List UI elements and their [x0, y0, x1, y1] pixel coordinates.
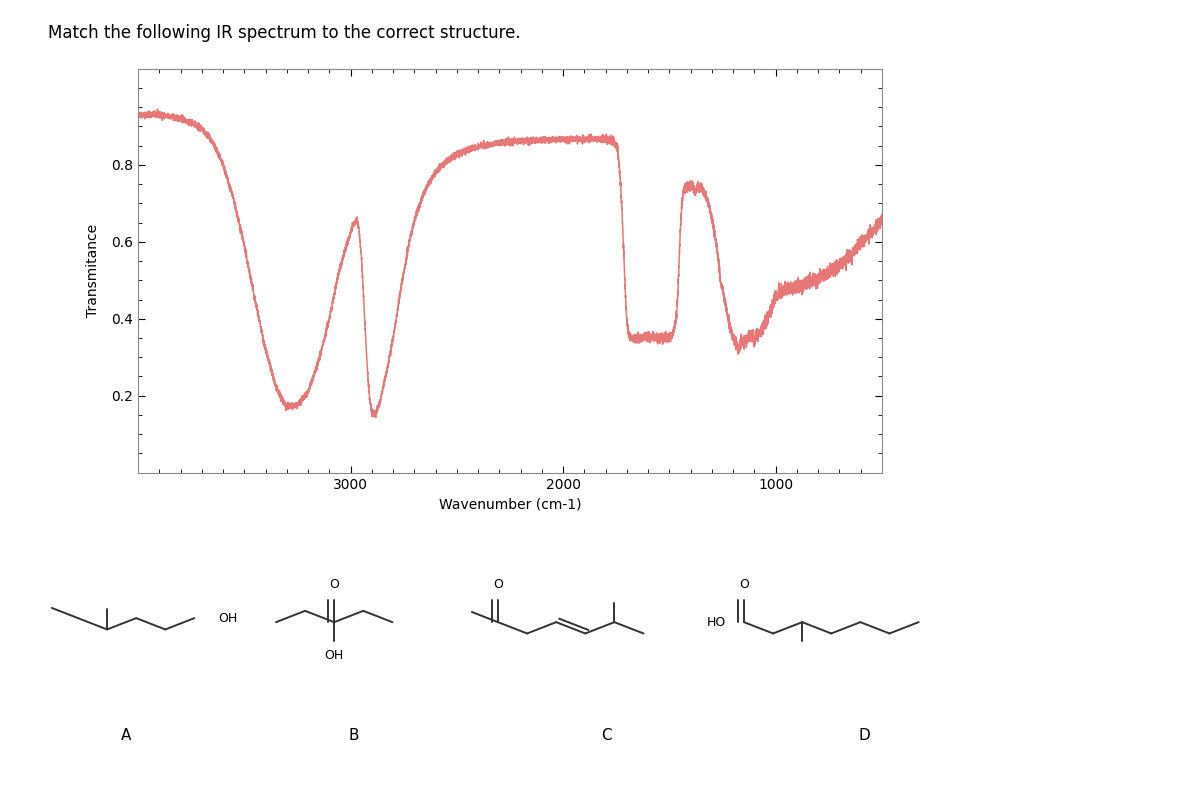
- Text: O: O: [329, 579, 340, 591]
- Text: C: C: [601, 728, 611, 743]
- Text: OH: OH: [218, 612, 238, 625]
- Text: A: A: [121, 728, 131, 743]
- Text: Match the following IR spectrum to the correct structure.: Match the following IR spectrum to the c…: [48, 24, 521, 42]
- Text: OH: OH: [324, 650, 344, 663]
- Y-axis label: Transmitance: Transmitance: [86, 224, 100, 318]
- Text: O: O: [493, 579, 503, 591]
- X-axis label: Wavenumber (cm-1): Wavenumber (cm-1): [439, 497, 581, 511]
- Text: HO: HO: [707, 616, 726, 629]
- Text: B: B: [349, 728, 359, 743]
- Text: O: O: [739, 579, 749, 591]
- Text: D: D: [858, 728, 870, 743]
